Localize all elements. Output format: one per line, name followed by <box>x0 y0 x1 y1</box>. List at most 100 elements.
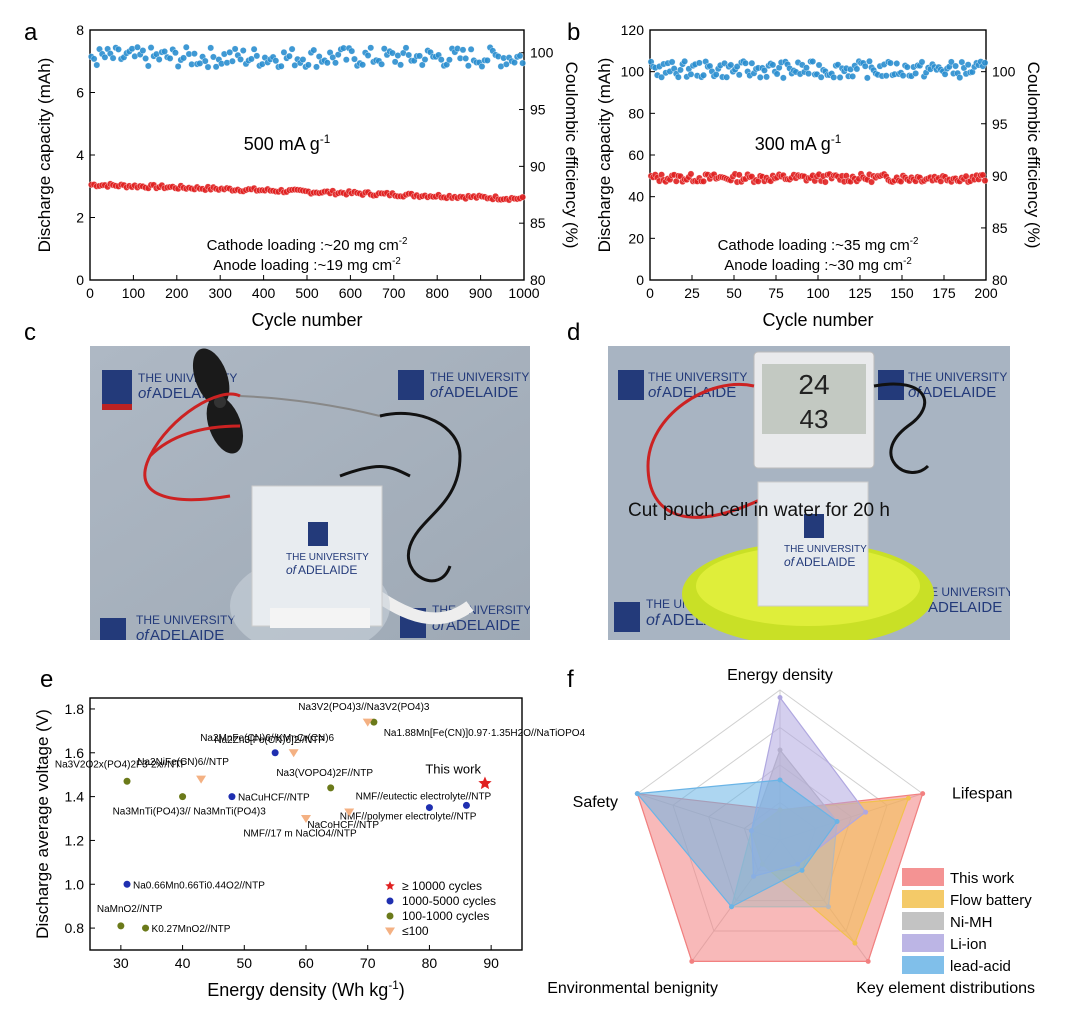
data-point-a-s1 <box>182 43 190 51</box>
data-point-b-s1 <box>805 70 812 77</box>
data-point-a-s1 <box>201 57 209 65</box>
legend-label-f: This work <box>950 870 1015 887</box>
y2-tick-label-a: 85 <box>530 215 546 231</box>
x-tick-label-b: 75 <box>768 285 784 301</box>
x-tick-label-b: 50 <box>726 285 742 301</box>
panel-letter-c: c <box>24 319 36 346</box>
data-point-a-s1 <box>418 61 426 69</box>
data-label-e: NaCoHCF//NTP <box>307 820 379 831</box>
legend-label-f: Li-ion <box>950 936 987 953</box>
logo-of: of <box>138 385 152 402</box>
data-point-e <box>478 776 492 790</box>
panel-letter-d: d <box>567 319 580 346</box>
data-point-a-s1 <box>299 56 307 63</box>
data-point-a-s1 <box>313 63 320 71</box>
data-point-e <box>228 793 236 801</box>
y-tick-label-b: 120 <box>621 22 645 38</box>
y2-tick-label-b: 100 <box>992 64 1016 80</box>
logo-line1: THE UNIVERSITY <box>648 370 747 384</box>
display-humidity: 43 <box>800 404 829 434</box>
data-point-a-s1 <box>332 59 339 67</box>
data-point-b-s1 <box>893 60 901 67</box>
data-point-a-s1 <box>272 57 280 65</box>
data-point-a-s1 <box>191 50 198 58</box>
data-point-b-s1 <box>836 74 844 81</box>
data-point-a-s1 <box>90 55 98 63</box>
thermo-hygrometer: 24 43 <box>753 351 875 469</box>
radar-vertex-0 <box>689 958 695 964</box>
radar-axis-label: Key element distributions <box>856 980 1035 997</box>
data-label-e: Na0.66Mn0.66Ti0.44O2//NTP <box>133 880 265 891</box>
radar-vertex-2 <box>825 904 831 910</box>
data-point-b-s1 <box>733 63 741 71</box>
logo-of: of <box>784 555 796 569</box>
data-point-b-s1 <box>773 70 781 78</box>
logo-line1: THE UNIVERSITY <box>286 552 369 563</box>
data-point-a-s1 <box>464 62 472 70</box>
data-point-b-s1 <box>981 59 989 67</box>
logo-line2: ADELAIDE <box>446 617 520 634</box>
data-label-e: NMF//17 m NaClO4//NTP <box>243 829 357 840</box>
logo-line2: ADELAIDE <box>796 555 855 569</box>
data-point-a-s1 <box>329 54 337 61</box>
data-point-b-s1 <box>681 57 689 65</box>
legend-label-e: 1000-5000 cycles <box>402 894 496 908</box>
y-axis-label-e: Discharge average voltage (V) <box>33 709 52 939</box>
legend-label-f: Flow battery <box>950 892 1032 909</box>
data-label-e: Na3V2(PO4)3//Na3V2(PO4)3 <box>298 702 430 713</box>
data-point-b-s1 <box>677 66 684 74</box>
photo-c-fan-demo: THE UNIVERSITY of ADELAIDE THE UNIVERSIT… <box>90 346 530 640</box>
y2-tick-label-a: 80 <box>530 272 546 288</box>
data-label-e: This work <box>425 761 481 776</box>
data-point-b-s1 <box>866 57 873 65</box>
data-point-a-s1 <box>139 47 147 54</box>
data-point-b-s1 <box>817 73 825 81</box>
data-point-a-s1 <box>180 54 187 62</box>
data-point-a-s1 <box>172 49 179 57</box>
data-point-b-s1 <box>853 65 861 73</box>
legend-label-e: 100-1000 cycles <box>402 909 489 923</box>
data-point-a-s1 <box>226 48 234 56</box>
y-tick-label-b: 20 <box>628 230 644 246</box>
y2-axis-label-b: Coulombic efficiency (%) <box>1024 62 1043 249</box>
data-point-b-s0 <box>735 171 743 179</box>
x-tick-label-a: 100 <box>122 285 146 301</box>
radar-axis-label: Safety <box>573 794 618 811</box>
data-label-e: Na3MnTi(PO4)3// Na3MnTi(PO4)3 <box>113 807 267 818</box>
x-tick-label-e: 80 <box>422 955 438 971</box>
y2-axis-label-a: Coulombic efficiency (%) <box>562 62 581 249</box>
x-tick-label-e: 60 <box>298 955 314 971</box>
data-label-e: NMF//eutectic electrolyte//NTP <box>356 792 492 803</box>
radar-vertex-1 <box>905 795 911 801</box>
data-point-a-s1 <box>462 55 470 62</box>
data-point-a-s1 <box>288 45 296 53</box>
data-point-b-s1 <box>779 74 787 82</box>
logo-of: of <box>286 563 298 577</box>
radar-axis-label: Energy density <box>727 667 833 684</box>
y-tick-label-a: 8 <box>76 22 84 38</box>
x-tick-label-e: 90 <box>483 955 499 971</box>
radar-vertex-4 <box>777 777 783 783</box>
data-point-a-s0 <box>519 193 527 201</box>
logo-line1: THE UNIVERSITY <box>914 585 1010 599</box>
logo-of: of <box>648 384 662 401</box>
radar-vertex-4 <box>729 904 735 910</box>
data-point-b-s1 <box>769 61 777 69</box>
x-tick-label-a: 700 <box>382 285 406 301</box>
data-point-a-s1 <box>239 47 247 54</box>
data-point-e <box>425 804 433 812</box>
legend-marker-e <box>385 881 395 891</box>
x-tick-label-e: 40 <box>175 955 191 971</box>
data-point-b-s0 <box>821 178 829 186</box>
data-point-a-s1 <box>405 51 413 59</box>
data-point-a-s1 <box>519 59 527 67</box>
y-tick-label-e: 1.6 <box>65 745 85 761</box>
data-point-e <box>271 749 279 757</box>
y-tick-label-b: 40 <box>628 189 644 205</box>
legend-label-f: lead-acid <box>950 958 1011 975</box>
data-point-e <box>327 784 335 792</box>
data-point-a-s1 <box>250 45 258 53</box>
data-point-a-s1 <box>516 52 524 60</box>
y2-tick-label-b: 90 <box>992 168 1008 184</box>
data-label-e: K0.27MnO2//NTP <box>152 924 231 935</box>
